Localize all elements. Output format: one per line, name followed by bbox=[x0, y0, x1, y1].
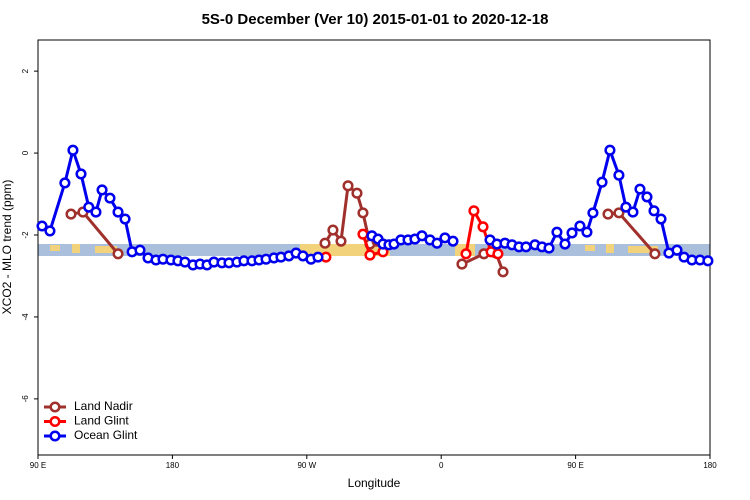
point bbox=[497, 266, 509, 278]
point bbox=[655, 213, 667, 225]
point bbox=[468, 205, 480, 217]
point bbox=[559, 238, 571, 250]
legend-marker bbox=[49, 401, 61, 413]
land-patch bbox=[585, 245, 595, 251]
point bbox=[604, 144, 616, 156]
point bbox=[492, 248, 504, 260]
point bbox=[96, 184, 108, 196]
point bbox=[351, 187, 363, 199]
x-tick-label: 90 E bbox=[30, 461, 46, 470]
y-axis-label: XCO2 - MLO trend (ppm) bbox=[0, 180, 14, 315]
point bbox=[327, 224, 339, 236]
point bbox=[648, 205, 660, 217]
point bbox=[641, 191, 653, 203]
point bbox=[581, 226, 593, 238]
point bbox=[431, 237, 443, 249]
point bbox=[702, 255, 714, 267]
point bbox=[627, 206, 639, 218]
land-patch bbox=[628, 246, 658, 253]
point bbox=[90, 206, 102, 218]
legend-label: Land Nadir bbox=[74, 399, 133, 413]
point bbox=[75, 168, 87, 180]
point bbox=[566, 227, 578, 239]
point bbox=[364, 249, 376, 261]
point bbox=[83, 201, 95, 213]
x-tick-label: 180 bbox=[166, 461, 180, 470]
land-patch bbox=[606, 244, 614, 253]
point bbox=[59, 177, 71, 189]
y-tick-label: 2 bbox=[21, 68, 30, 73]
point bbox=[36, 220, 48, 232]
point bbox=[460, 248, 472, 260]
legend-marker bbox=[49, 430, 61, 442]
point bbox=[312, 251, 324, 263]
point bbox=[671, 244, 683, 256]
point bbox=[335, 235, 347, 247]
point bbox=[67, 144, 79, 156]
point bbox=[342, 180, 354, 192]
point bbox=[357, 207, 369, 219]
point bbox=[602, 208, 614, 220]
point bbox=[447, 235, 459, 247]
point bbox=[543, 242, 555, 254]
point bbox=[613, 169, 625, 181]
point bbox=[416, 230, 428, 242]
y-tick-label: -6 bbox=[21, 395, 30, 403]
point bbox=[620, 201, 632, 213]
plot-frame bbox=[37, 39, 711, 456]
y-tick-label: -4 bbox=[21, 313, 30, 321]
point bbox=[357, 228, 369, 240]
point bbox=[587, 207, 599, 219]
point bbox=[477, 221, 489, 233]
y-tick-label: 0 bbox=[21, 150, 30, 155]
point bbox=[65, 208, 77, 220]
point bbox=[574, 220, 586, 232]
x-tick-label: 90 W bbox=[297, 461, 316, 470]
x-tick-label: 180 bbox=[703, 461, 717, 470]
point bbox=[596, 176, 608, 188]
legend-marker bbox=[49, 415, 61, 428]
point bbox=[456, 258, 468, 270]
point bbox=[520, 241, 532, 253]
x-tick-label: 90 E bbox=[567, 461, 583, 470]
land-patch bbox=[95, 246, 117, 253]
point bbox=[44, 225, 56, 237]
legend-label: Ocean Glint bbox=[74, 428, 138, 442]
point bbox=[551, 226, 563, 238]
point bbox=[112, 206, 124, 218]
point bbox=[319, 237, 331, 249]
land-patch bbox=[72, 244, 80, 253]
point bbox=[613, 207, 625, 219]
y-tick-label: -2 bbox=[21, 231, 30, 239]
point bbox=[112, 248, 124, 260]
point bbox=[104, 192, 116, 204]
x-axis-label: Longitude bbox=[348, 476, 401, 490]
point bbox=[119, 213, 131, 225]
x-tick-label: 0 bbox=[439, 461, 444, 470]
point bbox=[649, 248, 661, 260]
point bbox=[634, 183, 646, 195]
chart-title: 5S-0 December (Ver 10) 2015-01-01 to 202… bbox=[202, 11, 549, 28]
point bbox=[134, 244, 146, 256]
legend-label: Land Glint bbox=[74, 414, 129, 428]
land-patch bbox=[50, 245, 60, 251]
